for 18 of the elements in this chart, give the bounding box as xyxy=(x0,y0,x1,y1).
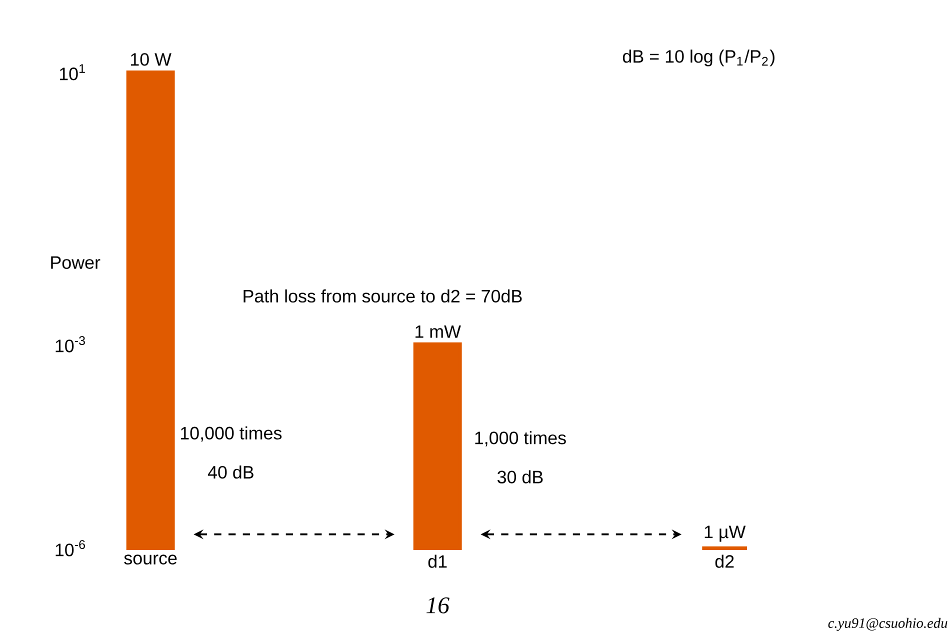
annotation: 1 µW xyxy=(704,526,746,542)
y-tick-label: 10$^{-6}$ xyxy=(56,540,85,556)
y-tick-label: 10$^{1}$ xyxy=(60,64,85,80)
y-tick-label: 10$^{-3}$ xyxy=(56,336,85,352)
x-tick-label: d1 xyxy=(428,554,447,568)
text: 16 xyxy=(426,597,450,614)
text: c.yu91@csuohio.edu xyxy=(828,618,948,631)
annotation: 1,000 times xyxy=(475,431,566,446)
annotation: 40 dB xyxy=(208,466,254,479)
annotation: 10,000 times xyxy=(180,426,282,442)
annotation: 1 mW xyxy=(416,325,461,338)
annotation: 30 dB xyxy=(497,470,543,484)
text: dB = 10 log (P$_{1}$/P$_{2}$) xyxy=(622,50,774,66)
x-tick-label: source xyxy=(124,554,177,565)
x-tick-label: d2 xyxy=(715,554,734,568)
annotation: 10 W xyxy=(131,53,172,66)
annotation: Path loss from source to d2 = 70dB xyxy=(244,289,522,303)
y-axis-title: Power xyxy=(51,256,100,269)
